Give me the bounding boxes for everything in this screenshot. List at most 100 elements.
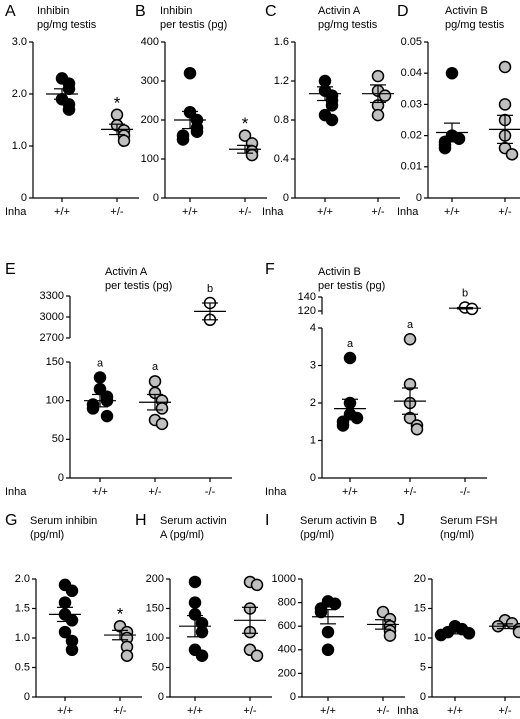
panel-title: Activin A [105, 266, 148, 278]
data-point [238, 129, 252, 142]
x-tick-label: +/- [376, 705, 389, 717]
y-tick-label: 0.01 [401, 161, 422, 173]
y-tick-label: 1.0 [15, 632, 30, 644]
y-tick-label: 50 [152, 661, 164, 673]
panel-title: pg/mg testis [445, 19, 505, 31]
significance-label: a [152, 361, 159, 373]
significance-label: * [117, 605, 124, 624]
y-tick-label: 1000 [272, 573, 296, 585]
significance-label: b [462, 287, 468, 299]
y-tick-label: 100 [46, 395, 64, 407]
panel-letter: G [5, 512, 17, 529]
y-tick-label: 1.0 [12, 140, 27, 152]
x-tick-label: +/- [243, 705, 256, 717]
panel-letter: E [5, 261, 16, 278]
significance-label: a [407, 319, 414, 331]
y-tick-label: 200 [278, 667, 296, 679]
y-tick-label: 0.8 [274, 114, 289, 126]
x-tick-label: +/- [498, 206, 511, 218]
data-point [512, 625, 520, 639]
panel-letter: A [5, 3, 16, 20]
y-tick-label: 0 [420, 691, 426, 703]
y-tick-label: 200 [146, 573, 164, 585]
panel-title: Inhibin [160, 5, 192, 17]
data-point [343, 351, 357, 365]
data-point [245, 148, 259, 162]
data-point [195, 649, 209, 662]
x-tick-label: +/+ [92, 486, 108, 498]
x-tick-label: +/+ [54, 206, 70, 218]
x-tick-label: +/- [113, 705, 126, 717]
panel-title: per testis (pg) [160, 19, 227, 31]
x-tick-label: +/+ [187, 705, 203, 717]
data-point [328, 597, 342, 611]
y-tick-label: 1.2 [274, 75, 289, 87]
panel-title: Serum inhibin [30, 515, 97, 527]
y-tick-label: 20 [414, 573, 426, 585]
y-tick-label: 3000 [40, 311, 64, 323]
x-tick-label: +/- [403, 486, 416, 498]
data-point [498, 60, 512, 74]
x-tick-label: +/+ [57, 705, 73, 717]
data-point [378, 89, 392, 102]
data-point [117, 134, 131, 148]
y-tick-label: 2.0 [15, 573, 30, 585]
x-tick-label: +/- [238, 206, 251, 218]
data-point [438, 141, 452, 155]
y-tick-label: 0 [21, 192, 27, 204]
panel-title: Inhibin [37, 5, 69, 17]
data-point [250, 649, 264, 662]
y-tick-label: 0 [24, 691, 30, 703]
x-axis-label: Inha [262, 206, 284, 218]
data-point [321, 643, 335, 657]
data-point [65, 584, 79, 598]
significance-label: * [114, 93, 121, 112]
data-point [62, 103, 76, 116]
panel-title: per testis (pg) [105, 280, 172, 292]
significance-label: a [347, 338, 354, 350]
y-tick-label: 0.05 [401, 36, 422, 48]
y-tick-label: 800 [278, 597, 296, 609]
y-tick-label: 0 [290, 691, 296, 703]
data-point [336, 419, 350, 432]
y-tick-label: 400 [278, 644, 296, 656]
data-point [100, 409, 114, 423]
panel-title: A (pg/ml) [160, 529, 204, 541]
y-tick-label: 15 [414, 602, 426, 614]
x-axis-label: Inha [5, 486, 27, 498]
y-tick-label: 150 [46, 356, 64, 368]
y-tick-label: 0 [58, 472, 64, 484]
y-tick-label: 100 [146, 632, 164, 644]
panel-title: Activin B [318, 266, 361, 278]
y-tick-label: 0 [158, 691, 164, 703]
data-point [250, 578, 264, 592]
panel-title: Activin A [318, 5, 361, 17]
panel-title: (pg/ml) [300, 529, 334, 541]
data-point [93, 371, 107, 384]
data-point [195, 625, 209, 639]
significance-label: a [97, 357, 104, 369]
data-point [445, 66, 459, 80]
x-tick-label: +/- [371, 206, 384, 218]
y-tick-label: 0 [416, 192, 422, 204]
data-point [188, 596, 202, 609]
panel-title: Serum activin B [300, 515, 377, 527]
x-tick-label: +/+ [342, 486, 358, 498]
data-point [65, 614, 79, 627]
data-point [190, 125, 204, 138]
x-tick-label: +/- [148, 486, 161, 498]
y-tick-label: 10 [414, 632, 426, 644]
x-tick-label: +/- [110, 206, 123, 218]
significance-label: b [207, 283, 213, 295]
y-tick-label: 100 [141, 153, 159, 165]
y-tick-label: 0 [310, 472, 316, 484]
data-point [188, 575, 202, 589]
y-tick-label: 0 [153, 192, 159, 204]
data-point [314, 605, 328, 619]
y-tick-label: 0.04 [401, 67, 422, 79]
data-point [410, 423, 424, 436]
panel-letter: I [265, 512, 269, 529]
y-tick-label: 400 [141, 36, 159, 48]
data-point [325, 99, 339, 112]
